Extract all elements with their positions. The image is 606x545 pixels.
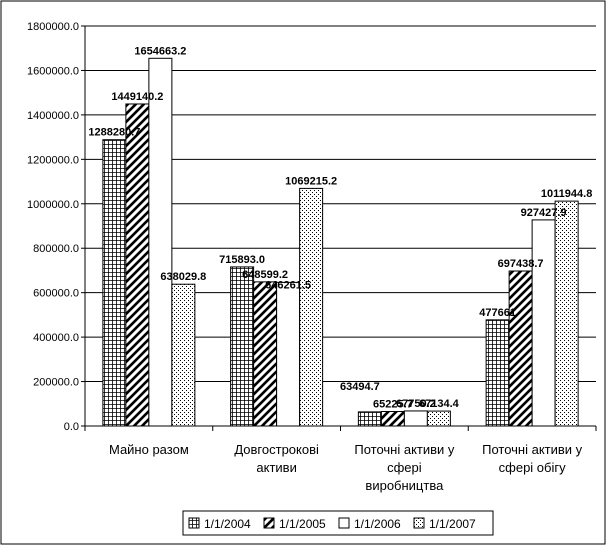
legend-label: 1/1/2006 xyxy=(354,517,401,531)
legend-swatch xyxy=(413,517,425,529)
bar-1-1-2006 xyxy=(148,57,173,427)
bar-1-1-2006 xyxy=(276,281,301,427)
data-label: 646261.5 xyxy=(265,279,311,291)
data-label: 697438.7 xyxy=(498,258,544,270)
bar-1-1-2007 xyxy=(554,200,579,427)
legend-swatch xyxy=(188,517,200,529)
bar-1-1-2004 xyxy=(102,139,127,427)
data-label: 1288280.7 xyxy=(88,127,140,139)
data-label: 65225.7 xyxy=(373,399,413,411)
y-tick-label: 0.0 xyxy=(64,421,79,433)
legend-label: 1/1/2004 xyxy=(204,517,251,531)
data-label: 927427.9 xyxy=(521,207,567,219)
data-label: 638029.8 xyxy=(160,271,206,283)
data-label: 715893.0 xyxy=(219,254,265,266)
legend-label: 1/1/2007 xyxy=(429,517,476,531)
bar-1-1-2005 xyxy=(380,411,405,427)
data-label: 67134.4 xyxy=(419,398,460,410)
data-label: 63494.7 xyxy=(340,381,380,393)
bar-1-1-2006 xyxy=(403,410,428,427)
y-tick-label: 400000.0 xyxy=(33,332,79,344)
bar-1-1-2006 xyxy=(531,219,556,427)
y-tick-label: 800000.0 xyxy=(33,243,79,255)
y-tick-label: 1600000.0 xyxy=(27,65,79,77)
data-label: 1654663.2 xyxy=(134,45,186,57)
bar-1-1-2005 xyxy=(508,270,533,427)
bar-1-1-2004 xyxy=(357,411,382,427)
data-label: 477661 xyxy=(479,307,516,319)
data-label: 1011944.8 xyxy=(541,188,592,200)
category-label: Поточні активи у сфері обігу xyxy=(482,442,583,475)
bar-1-1-2007 xyxy=(299,187,324,427)
legend-swatch xyxy=(263,517,275,529)
category-label: Поточні активи у сфері виробництва xyxy=(354,442,455,493)
bar-1-1-2007 xyxy=(171,283,196,427)
data-label: 1449140.2 xyxy=(111,91,163,103)
bar-1-1-2005 xyxy=(125,103,150,427)
bar-1-1-2004 xyxy=(230,266,255,427)
data-label: 67750.2 xyxy=(396,398,436,410)
y-tick-label: 1200000.0 xyxy=(27,154,79,166)
y-tick-label: 1400000.0 xyxy=(27,110,79,122)
data-label: 648599.2 xyxy=(242,269,288,281)
category-label: Довгострокові активи xyxy=(234,442,319,475)
bar-1-1-2004 xyxy=(485,319,510,427)
data-label: 1069215.2 xyxy=(285,175,337,187)
y-tick-label: 200000.0 xyxy=(33,377,79,389)
legend-box xyxy=(182,510,494,536)
legend-swatch xyxy=(338,517,350,529)
y-tick-label: 1000000.0 xyxy=(27,199,79,211)
bar-1-1-2007 xyxy=(426,410,451,427)
y-tick-label: 600000.0 xyxy=(33,288,79,300)
bar-1-1-2005 xyxy=(253,281,278,427)
category-label: Майно разом xyxy=(109,442,189,457)
y-tick-label: 1800000.0 xyxy=(27,21,79,33)
legend-label: 1/1/2005 xyxy=(279,517,326,531)
